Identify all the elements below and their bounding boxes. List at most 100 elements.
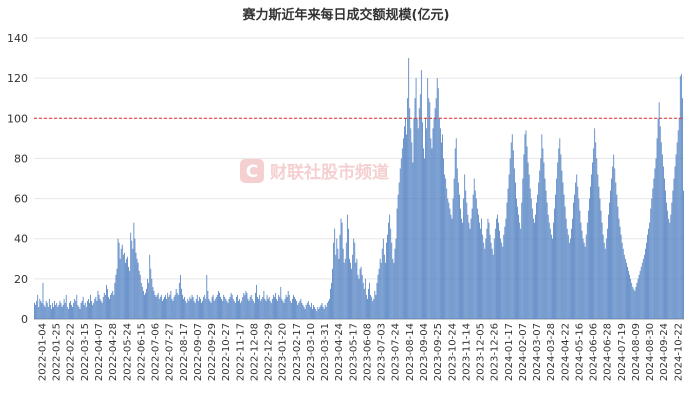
bar (603, 242, 605, 319)
bar (320, 304, 322, 319)
bar (185, 300, 187, 319)
bar (369, 282, 370, 319)
x-tick-label: 2024-08-09 (631, 323, 642, 381)
bar (659, 126, 661, 319)
bar (597, 174, 599, 319)
bar (62, 304, 64, 319)
bar (41, 302, 43, 319)
bar (195, 298, 197, 319)
bar (373, 298, 375, 319)
bar (317, 306, 319, 319)
bar (667, 210, 669, 319)
bar (201, 302, 202, 319)
bar (662, 166, 664, 319)
bar (196, 294, 198, 319)
bar (245, 290, 247, 319)
bar (386, 242, 387, 319)
bar (231, 294, 233, 319)
bar (601, 222, 603, 319)
bar (34, 302, 35, 319)
x-tick-label: 2022-01-25 (52, 323, 63, 381)
bar (247, 298, 249, 319)
bar (269, 300, 271, 319)
bar (233, 300, 235, 319)
bar (405, 118, 406, 319)
bar (643, 254, 645, 319)
bar (97, 290, 99, 319)
bar (651, 198, 653, 319)
bar (66, 306, 68, 319)
bar (84, 302, 86, 319)
bar (593, 148, 595, 319)
bar (419, 94, 421, 319)
bar (293, 294, 294, 319)
bar (171, 298, 173, 319)
bar (223, 294, 225, 319)
bar (214, 298, 216, 319)
bar (606, 228, 608, 319)
bar (549, 228, 551, 319)
bar (83, 304, 85, 319)
bar (495, 218, 497, 319)
bar (129, 270, 131, 319)
bar (547, 214, 549, 319)
bar (76, 294, 78, 319)
bar (222, 300, 224, 319)
bar (497, 214, 498, 319)
bar (408, 58, 410, 319)
bar (573, 202, 574, 319)
bar (599, 198, 601, 319)
bar (192, 296, 194, 319)
bar (486, 228, 488, 319)
bar (86, 300, 88, 319)
bar (392, 258, 394, 319)
bar (256, 284, 257, 319)
bar (639, 270, 641, 319)
bar (445, 178, 447, 319)
chart-title: 赛力斯近年来每日成交额规模(亿元) (242, 7, 450, 23)
bar (159, 296, 161, 319)
bar (163, 298, 164, 319)
bar (92, 304, 94, 319)
bar (455, 138, 457, 319)
bar (47, 306, 49, 319)
bar (562, 182, 564, 319)
bar (109, 298, 110, 319)
bar (509, 158, 511, 319)
bar (157, 292, 159, 319)
bar (446, 188, 448, 319)
bar (524, 134, 526, 319)
bar (670, 214, 672, 319)
bar (228, 298, 230, 319)
bar (139, 274, 141, 319)
bar (119, 258, 121, 319)
bar (299, 300, 301, 319)
bar (402, 138, 404, 319)
bar (123, 252, 125, 319)
bar (417, 128, 419, 319)
bar (361, 274, 363, 319)
bar (552, 238, 553, 319)
bar (197, 300, 199, 319)
bar (501, 242, 503, 319)
bar (381, 248, 383, 319)
bar (462, 222, 463, 319)
bar (671, 202, 673, 319)
bar (312, 308, 313, 319)
bar (343, 262, 345, 319)
bar (513, 168, 515, 319)
bar (517, 206, 518, 319)
bar (508, 174, 510, 319)
bar (140, 282, 142, 319)
bar (372, 300, 374, 319)
bar (334, 228, 336, 319)
bar (65, 294, 67, 319)
bar (243, 292, 245, 319)
bar (483, 242, 485, 319)
bar (57, 306, 59, 319)
bar (263, 290, 265, 319)
bar (648, 228, 649, 319)
bar (127, 256, 128, 319)
bar (211, 296, 213, 319)
